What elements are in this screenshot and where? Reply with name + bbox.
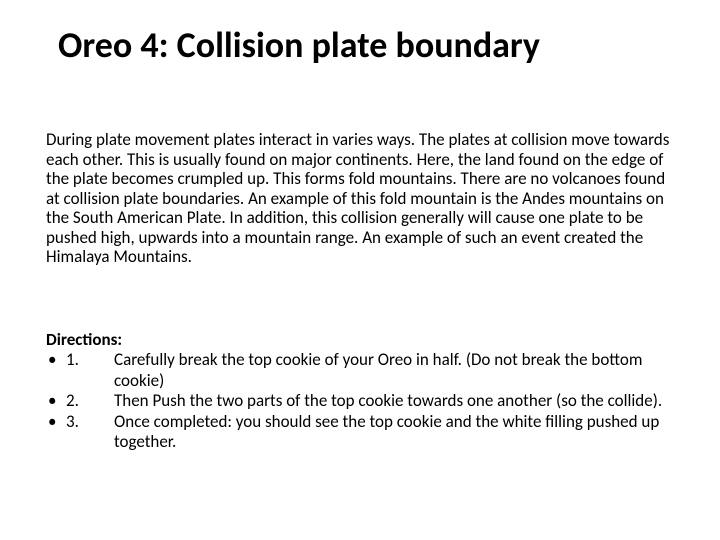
slide: Oreo 4: Collision plate boundary During … — [0, 0, 720, 540]
bullet-number: 3. — [66, 412, 114, 432]
directions-block: Directions: • 1. Carefully break the top… — [46, 330, 674, 452]
list-item: • 1. Carefully break the top cookie of y… — [46, 350, 674, 391]
bullet-number: 2. — [66, 391, 114, 411]
bullet-icon: • — [46, 391, 66, 411]
directions-heading: Directions: — [46, 330, 674, 350]
body-paragraph: During plate movement plates interact in… — [46, 130, 674, 267]
page-title: Oreo 4: Collision plate boundary — [58, 26, 680, 66]
list-item: • 2. Then Push the two parts of the top … — [46, 391, 674, 411]
bullet-icon: • — [46, 412, 66, 432]
list-item: • 3. Once completed: you should see the … — [46, 412, 674, 453]
bullet-icon: • — [46, 350, 66, 370]
bullet-number: 1. — [66, 350, 114, 370]
bullet-text: Then Push the two parts of the top cooki… — [114, 391, 674, 411]
bullet-text: Carefully break the top cookie of your O… — [114, 350, 674, 391]
bullet-text: Once completed: you should see the top c… — [114, 412, 674, 453]
